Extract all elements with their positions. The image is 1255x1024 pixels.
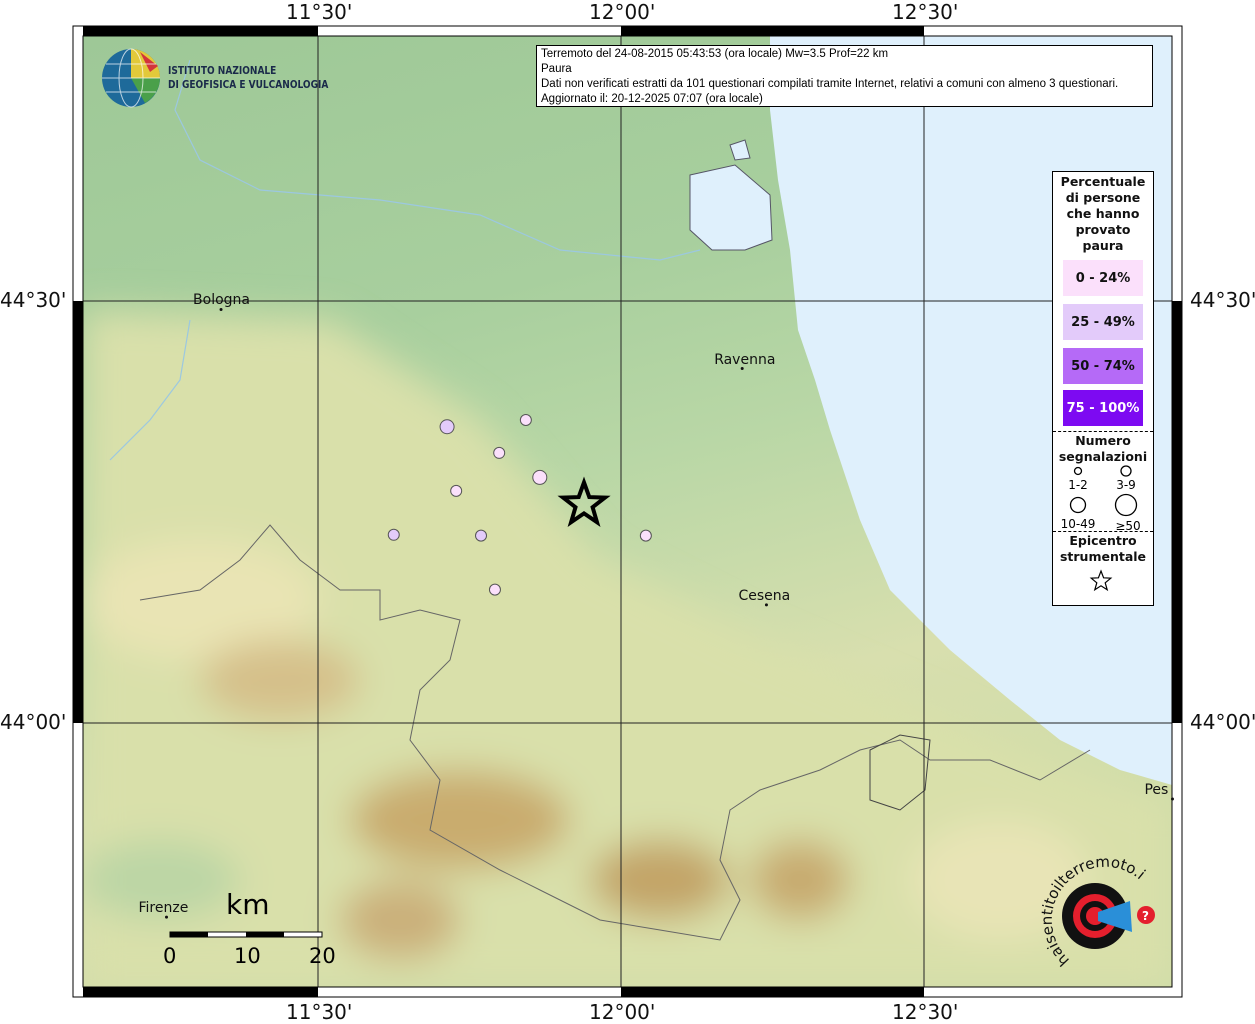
region-border	[139, 524, 1091, 941]
legend: Percentuale di persone che hanno provato…	[1052, 171, 1154, 606]
intensity-point[interactable]	[475, 529, 488, 542]
count-label: 10-49	[1061, 517, 1096, 531]
city-marker	[740, 367, 744, 371]
city-label: Ravenna	[714, 351, 776, 368]
intensity-point[interactable]	[450, 484, 463, 497]
count-label: 3-9	[1116, 478, 1136, 492]
legend-title-line: di persone	[1065, 190, 1141, 205]
intensity-point[interactable]	[532, 469, 548, 485]
epicenter-title-line: strumentale	[1059, 549, 1147, 564]
count-label: 1-2	[1068, 478, 1088, 492]
legend-title-line: paura	[1082, 238, 1124, 253]
frame-border	[73, 26, 1182, 997]
ingv-line1: ISTITUTO NAZIONALE	[168, 64, 277, 77]
lat-tick-right-2: 44°00'	[1190, 710, 1255, 734]
legend-class-3: 75 - 100%	[1063, 390, 1143, 426]
city-label: Cesena	[738, 587, 791, 604]
legend-class-1: 25 - 49%	[1063, 304, 1143, 340]
count-title-line: Numero	[1075, 433, 1131, 448]
count-title-line: segnalazioni	[1058, 449, 1148, 464]
city-label: Bologna	[193, 292, 250, 309]
intensity-point[interactable]	[519, 414, 532, 427]
info-line-1: Terremoto del 24-08-2015 05:43:53 (ora l…	[541, 48, 889, 60]
lon-tick-bottom-2: 12°00'	[589, 1000, 656, 1024]
scale-label-20: 20	[309, 944, 336, 968]
lon-tick-top-2: 12°00'	[589, 0, 656, 24]
ingv-logo-text: ISTITUTO NAZIONALE DI GEOFISICA E VULCAN…	[168, 64, 328, 92]
city-marker	[165, 915, 168, 919]
scale-bar	[169, 931, 323, 938]
legend-title-line: che hanno	[1066, 206, 1140, 221]
intensity-point[interactable]	[639, 529, 652, 542]
river	[174, 59, 701, 261]
city-label: Pes	[1144, 781, 1169, 798]
ingv-logo	[102, 48, 160, 108]
scale-label-0: 0	[163, 944, 177, 968]
svg-text:?: ?	[1142, 909, 1149, 923]
info-line-2: Paura	[541, 63, 572, 75]
legend-class-2: 50 - 74%	[1063, 348, 1143, 384]
intensity-point[interactable]	[439, 419, 455, 435]
legend-title-line: Percentuale	[1060, 174, 1146, 189]
legend-class-0: 0 - 24%	[1063, 260, 1143, 296]
info-line-4: Aggiornato il: 20-12-2025 07:07 (ora loc…	[541, 93, 763, 105]
lon-tick-top-1: 11°30'	[286, 0, 353, 24]
ingv-line2: DI GEOFISICA E VULCANOLOGIA	[168, 78, 329, 91]
info-line-3: Dati non verificati estratti da 101 ques…	[541, 78, 1119, 90]
city-marker	[764, 603, 768, 607]
city-label: Firenze	[138, 900, 189, 917]
legend-title: Percentuale di persone che hanno provato…	[1053, 174, 1153, 254]
star-icon	[1089, 569, 1113, 592]
lagoon	[689, 164, 773, 251]
city-marker	[1170, 797, 1174, 801]
intensity-point[interactable]	[387, 528, 400, 541]
lon-tick-bottom-3: 12°30'	[892, 1000, 959, 1024]
graticule	[83, 36, 1172, 987]
epicenter-title-line: Epicentro	[1069, 533, 1137, 548]
scale-label-10: 10	[234, 944, 261, 968]
lat-tick-right-1: 44°30'	[1190, 288, 1255, 312]
intensity-point[interactable]	[488, 583, 501, 596]
lon-tick-top-3: 12°30'	[892, 0, 959, 24]
city-marker	[219, 307, 223, 311]
info-box: Terremoto del 24-08-2015 05:43:53 (ora l…	[536, 45, 1153, 107]
intensity-point[interactable]	[493, 446, 506, 459]
terrain	[83, 310, 1172, 987]
legend-title-line: provato	[1075, 222, 1131, 237]
lon-tick-bottom-1: 11°30'	[286, 1000, 353, 1024]
lat-tick-left-1: 44°30'	[0, 288, 67, 312]
count-symbols: 1-2 3-9 10-49 ≥50	[1061, 465, 1141, 533]
count-label: ≥50	[1115, 519, 1140, 533]
epicenter-star-icon[interactable]	[557, 476, 611, 528]
scale-unit: km	[226, 888, 270, 921]
lat-tick-left-2: 44°00'	[0, 710, 67, 734]
